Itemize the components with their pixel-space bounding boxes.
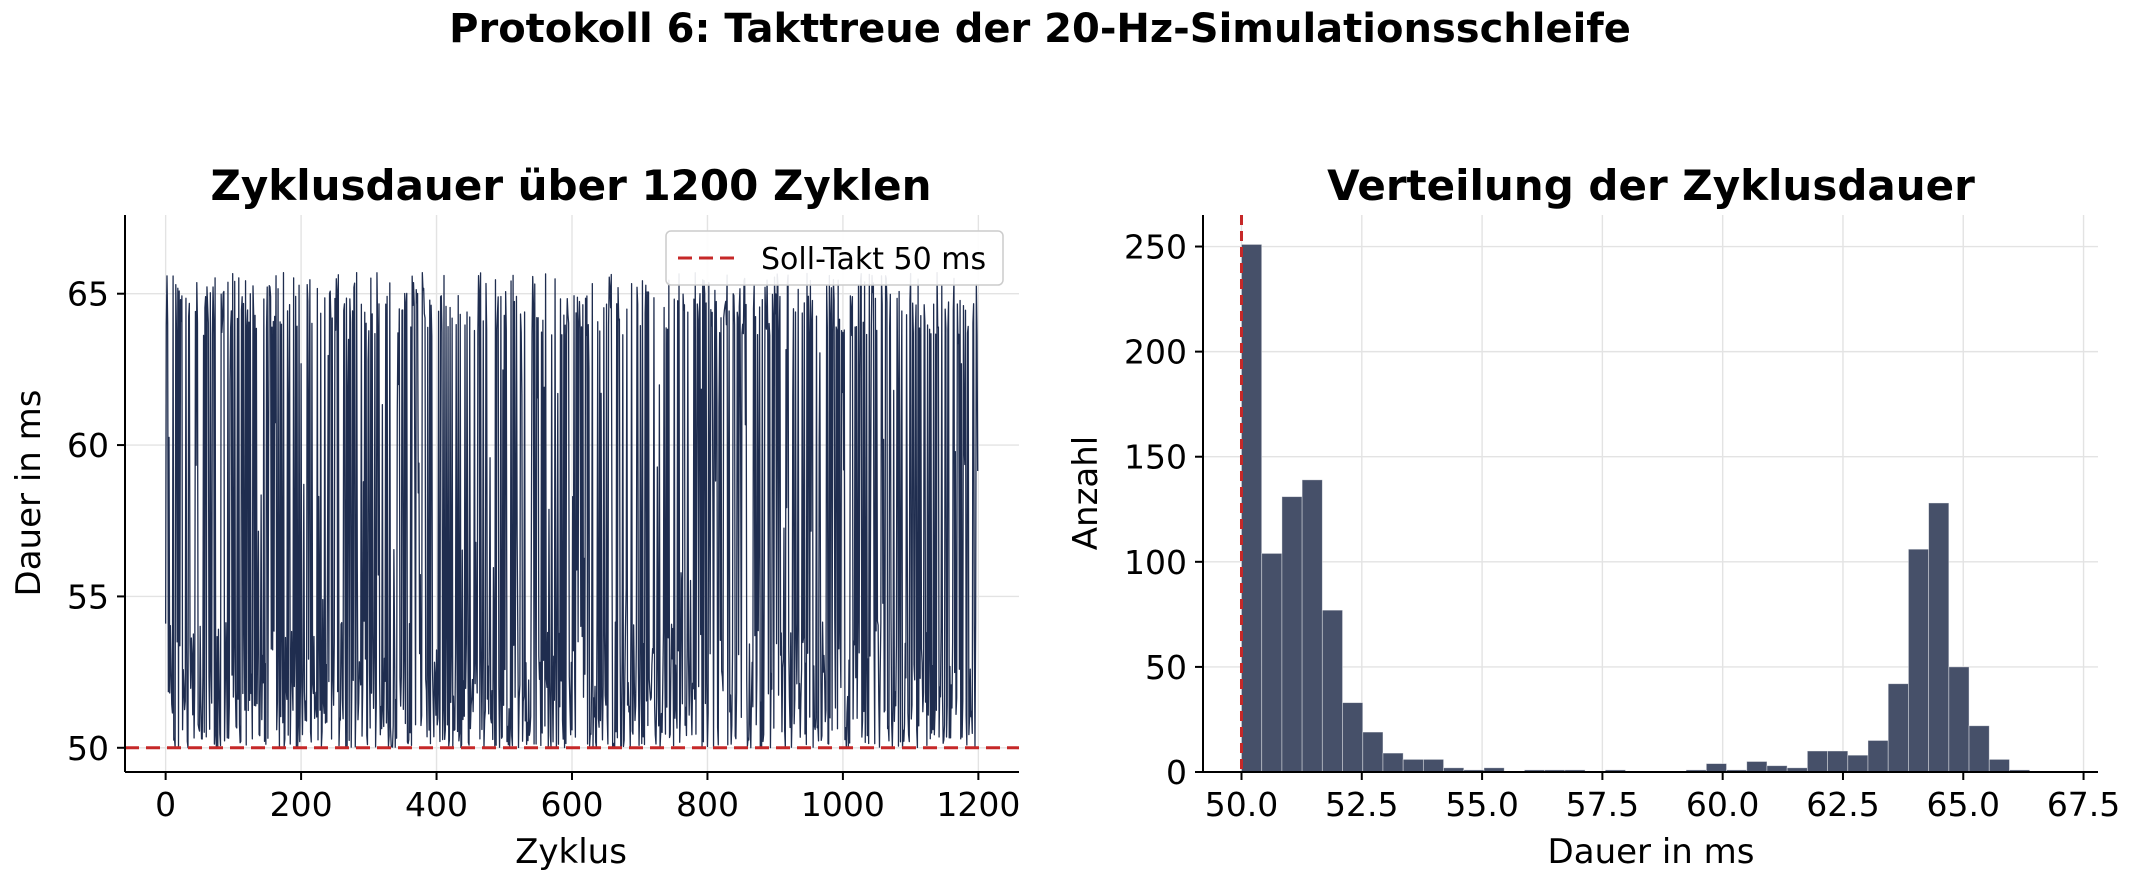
legend-box — [665, 230, 1004, 286]
histogram-bar — [1261, 553, 1283, 773]
x-tick-label: 400 — [405, 785, 468, 824]
x-tick-label: 52.5 — [1325, 785, 1398, 824]
histogram-x-axis-label: Dauer in ms — [1548, 832, 1755, 872]
x-tick-label: 1200 — [936, 785, 1020, 824]
histogram-bar — [1948, 666, 1970, 773]
x-tick-label: 55.0 — [1445, 785, 1518, 824]
histogram-axes — [1202, 215, 2098, 773]
histogram-bar — [1908, 548, 1930, 773]
histogram-y-axis-label: Anzahl — [1066, 436, 1106, 550]
line-chart-y-ticks: 50 55 60 65 — [67, 275, 125, 768]
cycle-duration-series — [164, 271, 979, 749]
histogram-bars — [1241, 244, 2031, 773]
histogram-bar — [1827, 750, 1849, 773]
line-chart-legend: Soll-Takt 50 ms — [665, 230, 1004, 286]
histogram-bar — [1402, 758, 1424, 773]
x-tick-label: 200 — [270, 785, 333, 824]
x-tick-label: 57.5 — [1566, 785, 1639, 824]
y-tick-label: 65 — [67, 275, 109, 314]
histogram-y-ticks: 0 50 100 150 200 250 — [1124, 228, 1203, 792]
x-tick-label: 65.0 — [1927, 785, 2000, 824]
histogram-bar — [1362, 731, 1384, 773]
histogram-chart: Verteilung der Zyklusdauer 50.0 52.5 55.0 5… — [1066, 161, 2120, 872]
y-tick-label: 50 — [67, 729, 109, 768]
x-tick-label: 0 — [155, 785, 176, 824]
histogram-bar — [1968, 725, 1990, 773]
y-tick-label: 250 — [1124, 228, 1187, 267]
histogram-bar — [1847, 754, 1869, 773]
histogram-bar — [1281, 496, 1303, 773]
histogram-bar — [1806, 750, 1828, 773]
y-tick-label: 50 — [1145, 648, 1187, 687]
x-tick-label: 600 — [541, 785, 604, 824]
x-tick-label: 60.0 — [1686, 785, 1759, 824]
histogram-bar — [1321, 609, 1343, 773]
y-tick-label: 100 — [1124, 543, 1187, 582]
histogram-bar — [1422, 758, 1444, 773]
line-chart-x-axis-label: Zyklus — [515, 832, 627, 872]
y-tick-label: 60 — [67, 426, 109, 465]
histogram-title: Verteilung der Zyklusdauer — [1327, 161, 1975, 210]
histogram-bar — [1382, 752, 1404, 773]
line-chart-y-axis-label: Dauer in ms — [9, 390, 49, 597]
y-tick-label: 55 — [67, 577, 109, 616]
histogram-bar — [1887, 683, 1909, 773]
histogram-bar — [1705, 763, 1727, 773]
y-tick-label: 0 — [1166, 753, 1187, 792]
histogram-bar — [1988, 758, 2010, 773]
histogram-x-ticks: 50.0 52.5 55.0 57.5 60.0 62.5 65.0 67.5 — [1205, 772, 2120, 824]
histogram-bar — [1746, 761, 1768, 773]
histogram-bar — [1928, 502, 1950, 773]
line-chart: Zyklusdauer über 1200 Zyklen 0 200 400 600 8… — [9, 161, 1020, 872]
y-tick-label: 150 — [1124, 438, 1187, 477]
x-tick-label: 1000 — [801, 785, 885, 824]
histogram-bar — [1867, 740, 1889, 773]
line-chart-title: Zyklusdauer über 1200 Zyklen — [210, 161, 931, 210]
legend-label: Soll-Takt 50 ms — [761, 242, 986, 277]
histogram-bar — [1241, 244, 1263, 773]
figure-title: Protokoll 6: Takttreue der 20-Hz-Simulat… — [449, 6, 1631, 52]
x-tick-label: 50.0 — [1205, 785, 1278, 824]
x-tick-label: 62.5 — [1806, 785, 1879, 824]
x-tick-label: 800 — [676, 785, 739, 824]
line-chart-x-ticks: 0 200 400 600 800 1000 1200 — [155, 772, 1020, 824]
x-tick-label: 67.5 — [2047, 785, 2120, 824]
histogram-bar — [1342, 702, 1364, 773]
histogram-bar — [1301, 479, 1323, 773]
y-tick-label: 200 — [1124, 333, 1187, 372]
